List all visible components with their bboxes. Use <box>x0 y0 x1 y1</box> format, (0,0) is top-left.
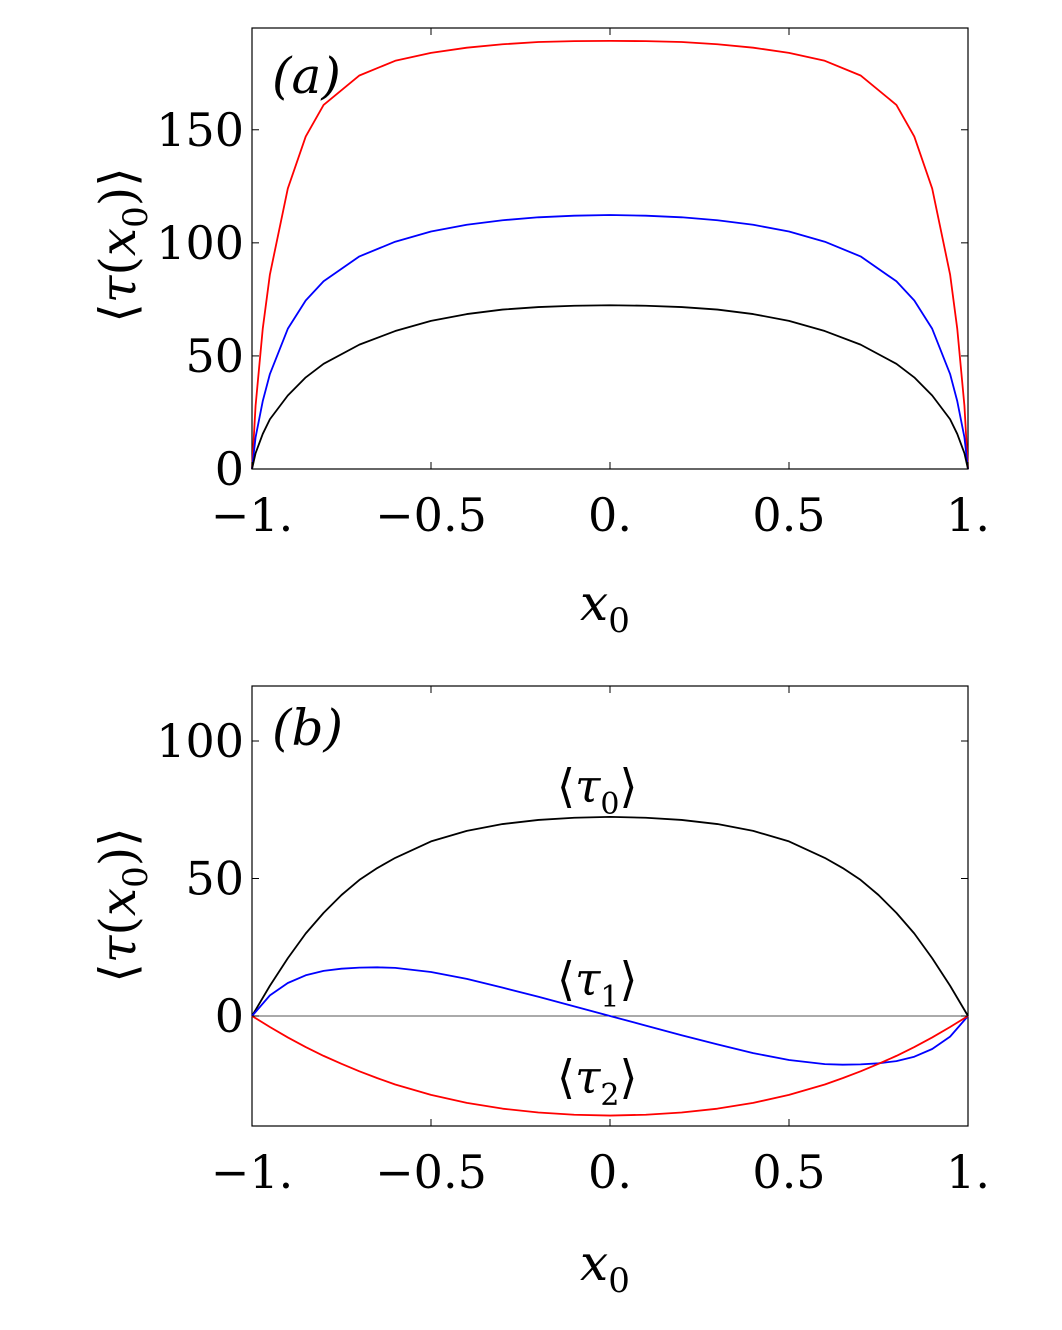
x-tick-label: −1. <box>211 488 293 542</box>
y-axis-label-b: ⟨τ(x0)⟩ <box>89 827 156 983</box>
y-tick-label: 150 <box>156 103 244 157</box>
x-tick-label: 1. <box>946 488 990 542</box>
x-axis-label-a: x0 <box>580 574 630 641</box>
y-tick-label: 0 <box>215 442 244 496</box>
series-line-a-2 <box>251 304 969 470</box>
plot-frame-b <box>251 685 969 1127</box>
x-tick-label: 0.5 <box>752 1145 825 1199</box>
y-tick-label: 50 <box>185 329 244 383</box>
panel-label-b: (b) <box>272 699 343 757</box>
x-axis-label-b: x0 <box>580 1234 630 1301</box>
series-line-a-1 <box>251 214 969 470</box>
y-ticks-a: 0 50 100 150 <box>156 103 968 496</box>
y-tick-label: 100 <box>156 714 244 768</box>
y-tick-label: 50 <box>185 852 244 906</box>
annotation-tau0: ⟨τ0⟩ <box>557 759 637 822</box>
y-tick-label: 0 <box>215 989 244 1043</box>
annotation-tau1: ⟨τ1⟩ <box>557 952 637 1015</box>
series-line-a-0 <box>251 39 969 470</box>
x-tick-label: −1. <box>211 1145 293 1199</box>
y-ticks-b: 0 50 100 <box>156 714 968 1043</box>
series-line-b-2 <box>251 1015 969 1117</box>
panel-label-a: (a) <box>272 47 341 105</box>
y-tick-label: 100 <box>156 216 244 270</box>
x-tick-label: 1. <box>946 1145 990 1199</box>
series-group-b <box>251 816 969 1117</box>
x-ticks-b: −1. −0.5 0. 0.5 1. <box>211 686 990 1199</box>
x-tick-label: 0. <box>588 1145 632 1199</box>
x-tick-label: −0.5 <box>375 1145 487 1199</box>
x-tick-label: 0.5 <box>752 488 825 542</box>
series-line-b-0 <box>251 816 969 1017</box>
x-tick-label: 0. <box>588 488 632 542</box>
panel-b: −1. −0.5 0. 0.5 1. 0 50 100 (b) x0 ⟨τ(x0)⟩ ⟨τ0… <box>89 685 990 1301</box>
y-axis-label-a: ⟨τ(x0)⟩ <box>89 167 156 323</box>
x-tick-label: −0.5 <box>375 488 487 542</box>
plot-frame-a <box>251 27 969 470</box>
x-ticks-a: −1. −0.5 0. 0.5 1. <box>211 28 990 542</box>
panel-a: −1. −0.5 0. 0.5 1. 0 50 100 150 (a) x0 ⟨τ(x0)⟩ <box>89 27 990 641</box>
series-group-a <box>251 39 969 470</box>
annotation-tau2: ⟨τ2⟩ <box>557 1050 637 1113</box>
series-line-b-1 <box>251 966 969 1066</box>
